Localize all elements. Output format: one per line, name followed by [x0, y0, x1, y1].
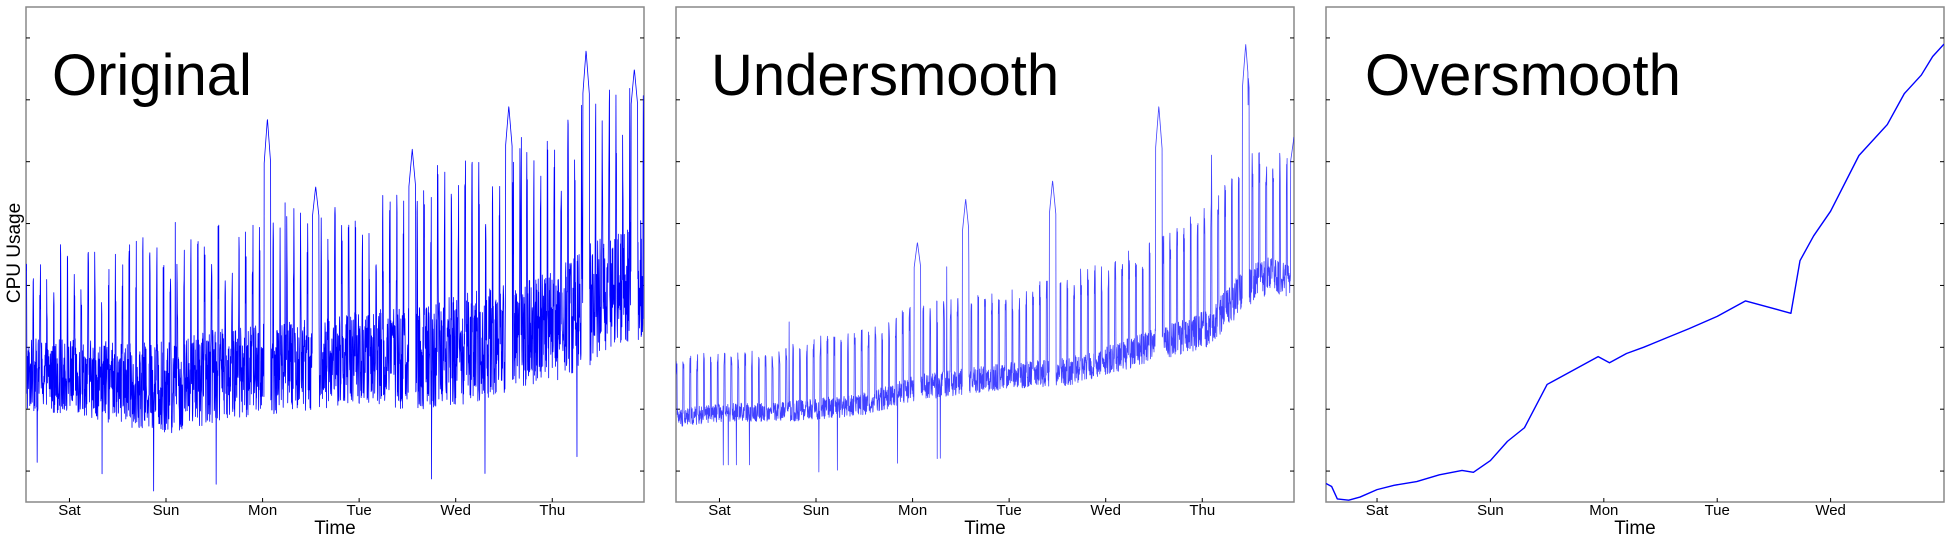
- panel-title: Original: [52, 43, 252, 108]
- x-tick-label: Sat: [58, 502, 81, 519]
- x-tick-label: Mon: [898, 502, 927, 519]
- x-tick-label: Mon: [248, 502, 277, 519]
- x-tick-label: Wed: [1815, 502, 1846, 519]
- x-tick-label: Thu: [1189, 502, 1215, 519]
- x-axis-label: Time: [1614, 518, 1656, 539]
- x-axis-label: Time: [964, 518, 1006, 539]
- x-axis-label: Time: [314, 518, 356, 539]
- x-tick-label: Wed: [1090, 502, 1121, 519]
- series-line: [676, 44, 1294, 473]
- panel-title: Oversmooth: [1365, 43, 1681, 108]
- x-tick-label: Tue: [346, 502, 371, 519]
- x-tick-label: Tue: [1705, 502, 1730, 519]
- x-tick-label: Sat: [1366, 502, 1389, 519]
- x-tick-label: Sun: [1477, 502, 1504, 519]
- series-line: [26, 50, 644, 492]
- chart-panel-oversmooth: Sat Sun Mon Tue Wed Time Oversmooth: [1325, 6, 1945, 539]
- x-tick-label: Sun: [803, 502, 830, 519]
- figure-ylabel: CPU Usage: [4, 203, 25, 303]
- chart-panel-undersmooth: Sat Sun Mon Tue Wed Thu Time Undersmooth: [675, 6, 1295, 539]
- x-tick-label: Tue: [996, 502, 1021, 519]
- panel-title: Undersmooth: [711, 43, 1059, 108]
- x-tick-label: Thu: [539, 502, 565, 519]
- series-line: [1326, 43, 1944, 501]
- x-tick-label: Wed: [440, 502, 471, 519]
- x-tick-label: Sat: [708, 502, 731, 519]
- plot-area-frame: [1325, 6, 1945, 503]
- x-tick-label: Mon: [1589, 502, 1618, 519]
- chart-panel-original: Sat Sun Mon Tue Wed Thu Time Original: [25, 6, 645, 539]
- x-tick-label: Sun: [153, 502, 180, 519]
